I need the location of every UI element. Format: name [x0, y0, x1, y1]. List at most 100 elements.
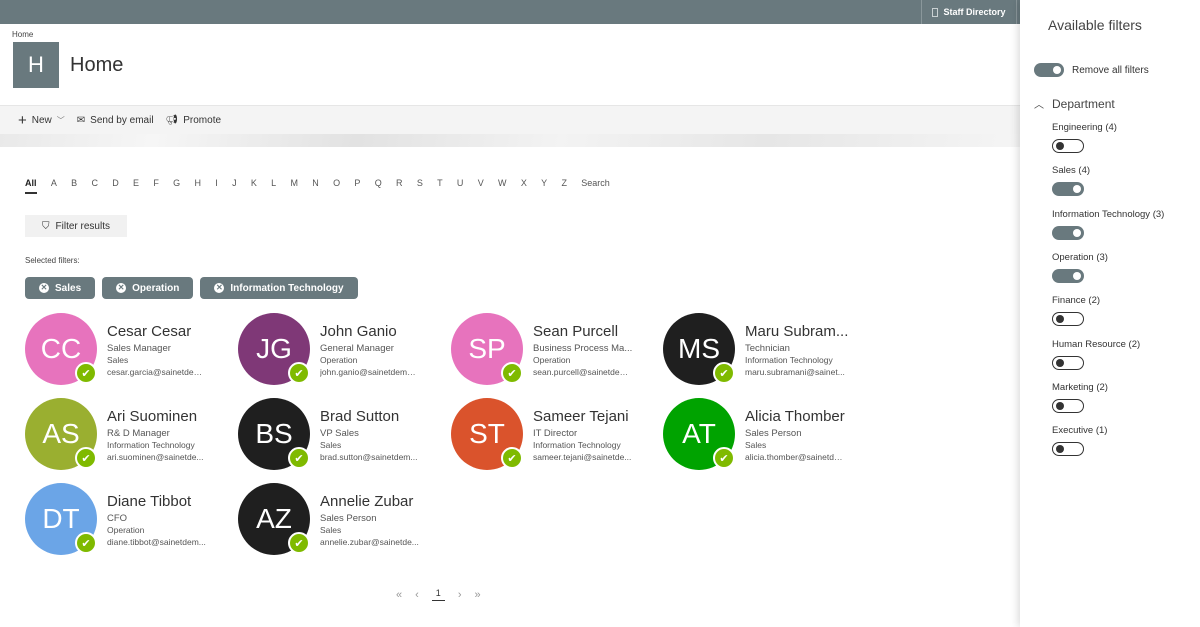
person-email[interactable]: sameer.tejani@sainetde... [533, 452, 632, 462]
letter-l[interactable]: L [271, 178, 277, 188]
remove-chip-icon[interactable]: ✕ [39, 283, 49, 293]
first-page-button[interactable]: « [396, 588, 403, 601]
page-icon [932, 7, 939, 17]
person-email[interactable]: sean.purcell@sainetdem... [533, 367, 633, 377]
person-card[interactable]: AZ ✔ Annelie Zubar Sales Person Sales an… [238, 483, 448, 558]
avatar[interactable]: CC [25, 313, 97, 385]
letter-m[interactable]: M [290, 178, 298, 188]
filter-chip[interactable]: ✕ Sales [25, 277, 96, 299]
filter-toggle[interactable] [1052, 225, 1084, 240]
breadcrumb[interactable]: Home [12, 30, 34, 39]
letter-v[interactable]: V [477, 178, 484, 188]
filter-label: Engineering (4) [1052, 122, 1117, 133]
letter-t[interactable]: T [437, 178, 443, 188]
remove-chip-icon[interactable]: ✕ [214, 283, 225, 293]
filter-toggle[interactable] [1052, 268, 1084, 283]
filter-toggle[interactable] [1052, 398, 1084, 413]
letter-g[interactable]: G [173, 178, 181, 188]
letter-d[interactable]: D [112, 178, 119, 188]
person-card[interactable]: SP ✔ Sean Purcell Business Process Ma...… [451, 313, 661, 388]
letter-x[interactable]: X [520, 178, 527, 188]
person-name[interactable]: Diane Tibbot [107, 493, 192, 510]
send-by-email-button[interactable]: ✉ Send by email [77, 115, 154, 126]
letter-w[interactable]: W [498, 178, 507, 188]
filter-toggle[interactable] [1052, 182, 1084, 197]
letter-y[interactable]: Y [541, 178, 548, 188]
person-card[interactable]: MS ✔ Maru Subram... Technician Informati… [663, 313, 873, 388]
person-card[interactable]: ST ✔ Sameer Tejani IT Director Informati… [451, 398, 661, 473]
letter-z[interactable]: Z [561, 178, 567, 188]
person-email[interactable]: ari.suominen@sainetde... [107, 452, 204, 462]
person-email[interactable]: john.ganio@sainetdemo.... [320, 367, 420, 377]
filter-item: Operation (3) [1052, 252, 1108, 283]
new-button[interactable]: + New ﹀ [18, 112, 65, 129]
person-email[interactable]: alicia.thomber@sainetde... [745, 452, 845, 462]
letter-f[interactable]: F [153, 178, 159, 188]
person-department: Sales [107, 355, 129, 365]
person-title: Sales Manager [107, 343, 171, 354]
person-card[interactable]: JG ✔ John Ganio General Manager Operatio… [238, 313, 448, 388]
remove-all-filters[interactable]: Remove all filters [1034, 63, 1149, 77]
remove-chip-icon[interactable]: ✕ [116, 283, 127, 293]
filter-toggle[interactable] [1052, 312, 1084, 327]
letter-search[interactable]: Search [581, 178, 610, 188]
letter-p[interactable]: P [354, 178, 361, 188]
filter-toggle[interactable] [1052, 355, 1084, 370]
person-card[interactable]: CC ✔ Cesar Cesar Sales Manager Sales ces… [25, 313, 235, 388]
filter-toggle[interactable] [1052, 442, 1084, 457]
letter-q[interactable]: Q [374, 178, 382, 188]
person-card[interactable]: AS ✔ Ari Suominen R& D Manager Informati… [25, 398, 235, 473]
letter-b[interactable]: B [71, 178, 78, 188]
last-page-button[interactable]: » [474, 588, 481, 601]
letter-s[interactable]: S [416, 178, 423, 188]
person-department: Operation [320, 355, 358, 365]
person-email[interactable]: brad.sutton@sainetdem... [320, 452, 418, 462]
site-logo[interactable]: H [13, 42, 59, 88]
letter-i[interactable]: I [215, 178, 218, 188]
letter-e[interactable]: E [133, 178, 140, 188]
filter-toggle[interactable] [1052, 139, 1084, 153]
person-name[interactable]: John Ganio [320, 323, 397, 340]
person-name[interactable]: Alicia Thomber [745, 408, 845, 425]
presence-available-icon: ✔ [713, 362, 735, 384]
current-page[interactable]: 1 [431, 588, 445, 601]
avatar[interactable]: DT [25, 483, 97, 555]
person-name[interactable]: Ari Suominen [107, 408, 198, 425]
letter-all[interactable]: All [25, 178, 37, 194]
person-email[interactable]: diane.tibbot@sainetdem... [107, 537, 206, 547]
person-card[interactable]: DT ✔ Diane Tibbot CFO Operation diane.ti… [25, 483, 235, 558]
letter-a[interactable]: A [50, 178, 57, 188]
person-name[interactable]: Brad Sutton [320, 408, 400, 425]
person-name[interactable]: Sameer Tejani [533, 408, 629, 425]
avatar[interactable]: AT [663, 398, 735, 470]
department-group-header[interactable]: ︿ Department [1034, 96, 1115, 112]
person-email[interactable]: maru.subramani@sainet... [745, 367, 845, 377]
filter-chip[interactable]: ✕ Information Technology [200, 277, 358, 299]
letter-u[interactable]: U [456, 178, 464, 188]
prev-page-button[interactable]: ‹ [415, 588, 419, 601]
person-name[interactable]: Maru Subram... [745, 323, 849, 340]
person-title: Sales Person [320, 513, 377, 524]
person-email[interactable]: cesar.garcia@sainetdem... [107, 367, 207, 377]
person-name[interactable]: Annelie Zubar [320, 493, 414, 510]
person-name[interactable]: Cesar Cesar [107, 323, 192, 340]
promote-button[interactable]: 📢︎ Promote [166, 115, 222, 126]
person-card[interactable]: AT ✔ Alicia Thomber Sales Person Sales a… [663, 398, 873, 473]
person-email[interactable]: annelie.zubar@sainetde... [320, 537, 419, 547]
person-name[interactable]: Sean Purcell [533, 323, 619, 340]
letter-n[interactable]: N [312, 178, 319, 188]
letter-o[interactable]: O [333, 178, 341, 188]
filter-results-button[interactable]: ⛉ Filter results [25, 215, 127, 237]
staff-directory-link[interactable]: Staff Directory [921, 0, 1017, 24]
remove-all-toggle[interactable] [1034, 63, 1064, 77]
chip-label: Operation [132, 282, 180, 294]
letter-j[interactable]: J [232, 178, 237, 188]
promote-label: Promote [183, 114, 222, 126]
letter-k[interactable]: K [250, 178, 257, 188]
person-card[interactable]: BS ✔ Brad Sutton VP Sales Sales brad.sut… [238, 398, 448, 473]
letter-c[interactable]: C [91, 178, 98, 188]
next-page-button[interactable]: › [457, 588, 462, 601]
letter-r[interactable]: R [396, 178, 403, 188]
letter-h[interactable]: H [194, 178, 201, 188]
filter-chip[interactable]: ✕ Operation [102, 277, 194, 299]
